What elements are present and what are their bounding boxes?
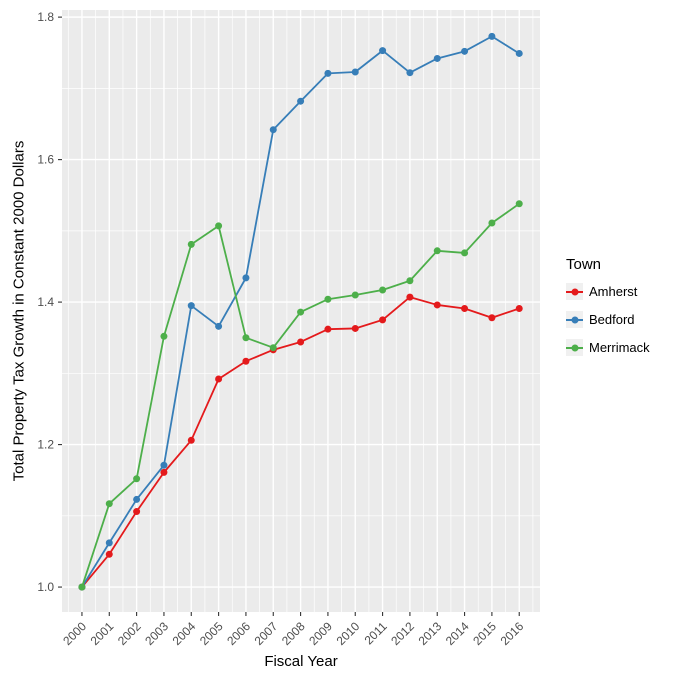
x-tick-label: 2013 [416, 619, 445, 648]
point-amherst-2011 [379, 316, 387, 324]
x-tick-label: 2004 [170, 619, 199, 648]
point-merrimack-2005 [215, 222, 223, 230]
legend-entry-bedford: Bedford [566, 311, 650, 328]
point-merrimack-2011 [379, 286, 387, 294]
x-tick-label: 2016 [498, 619, 527, 648]
point-bedford-2010 [351, 68, 359, 76]
x-tick-label: 2009 [306, 619, 335, 648]
x-tick-label: 2002 [115, 619, 144, 648]
point-bedford-2006 [242, 274, 250, 282]
y-tick-label: 1.6 [37, 153, 54, 167]
legend-key-dot-bedford [571, 316, 578, 323]
point-amherst-2009 [324, 325, 332, 333]
point-amherst-2015 [488, 314, 496, 322]
y-tick-label: 1.8 [37, 10, 54, 24]
series-points-merrimack [78, 200, 523, 591]
x-tick-label: 2011 [362, 619, 390, 647]
point-bedford-2014 [461, 47, 469, 55]
point-bedford-2008 [297, 97, 305, 105]
point-bedford-2007 [269, 126, 277, 134]
point-bedford-2015 [488, 32, 496, 40]
y-tick-label: 1.2 [37, 438, 54, 452]
point-bedford-2001 [105, 539, 113, 547]
major-gridlines [62, 10, 540, 612]
x-tick-label: 2015 [470, 619, 499, 648]
legend-key-amherst [566, 283, 583, 300]
point-bedford-2009 [324, 69, 332, 77]
point-bedford-2012 [406, 69, 414, 77]
point-amherst-2002 [133, 508, 141, 516]
x-tick-label: 2007 [252, 619, 281, 648]
point-merrimack-2008 [297, 308, 305, 316]
point-amherst-2006 [242, 357, 250, 365]
axis-ticks [58, 16, 520, 616]
point-bedford-2005 [215, 322, 223, 330]
series-points-bedford [78, 32, 523, 591]
legend-label-merrimack: Merrimack [589, 340, 650, 355]
point-merrimack-2000 [78, 583, 86, 591]
x-tick-label: 2012 [388, 619, 417, 648]
x-tick-label: 2003 [142, 619, 171, 648]
point-merrimack-2012 [406, 277, 414, 285]
point-merrimack-2001 [105, 500, 113, 508]
point-merrimack-2013 [433, 247, 441, 255]
point-amherst-2012 [406, 293, 414, 301]
point-merrimack-2016 [515, 200, 523, 208]
point-merrimack-2006 [242, 334, 250, 342]
legend-key-merrimack [566, 339, 583, 356]
x-tick-label: 2010 [334, 619, 363, 648]
x-tick-label: 2008 [279, 619, 308, 648]
x-tick-label: 2006 [224, 619, 253, 648]
point-merrimack-2014 [461, 249, 469, 257]
point-merrimack-2002 [133, 475, 141, 483]
legend-label-bedford: Bedford [589, 312, 635, 327]
y-tick-label: 1.0 [37, 580, 54, 594]
legend-title: Town [566, 256, 602, 273]
point-amherst-2016 [515, 305, 523, 313]
legend-key-dot-merrimack [571, 344, 578, 351]
x-tick-label: 2000 [60, 619, 89, 648]
point-bedford-2011 [379, 47, 387, 55]
legend-label-amherst: Amherst [589, 284, 638, 299]
legend-entry-amherst: Amherst [566, 283, 650, 300]
point-amherst-2014 [461, 305, 469, 313]
point-merrimack-2015 [488, 219, 496, 227]
point-merrimack-2007 [269, 344, 277, 352]
point-bedford-2004 [187, 302, 195, 310]
point-bedford-2003 [160, 461, 168, 469]
point-merrimack-2010 [351, 291, 359, 299]
y-axis-title: Total Property Tax Growth in Constant 20… [10, 140, 28, 482]
legend-key-dot-amherst [571, 288, 578, 295]
point-bedford-2016 [515, 49, 523, 57]
series-points-amherst [78, 293, 523, 591]
point-merrimack-2003 [160, 332, 168, 340]
x-tick-label: 2001 [88, 619, 117, 648]
point-bedford-2013 [433, 54, 441, 62]
point-amherst-2013 [433, 301, 441, 309]
point-amherst-2001 [105, 550, 113, 558]
point-merrimack-2004 [187, 240, 195, 248]
legend: Town Amherst Bedford Merrimack [566, 256, 650, 367]
x-axis-title: Fiscal Year [264, 653, 338, 670]
point-amherst-2004 [187, 436, 195, 444]
x-tick-label: 2014 [443, 619, 472, 648]
point-amherst-2003 [160, 468, 168, 476]
y-tick-label: 1.4 [37, 295, 54, 309]
point-amherst-2008 [297, 338, 305, 346]
point-amherst-2010 [351, 324, 359, 332]
point-amherst-2005 [215, 375, 223, 383]
legend-key-bedford [566, 311, 583, 328]
x-tick-label: 2005 [197, 619, 226, 648]
legend-entry-merrimack: Merrimack [566, 339, 650, 356]
point-bedford-2002 [133, 495, 141, 503]
legend-entries: Amherst Bedford Merrimack [566, 283, 650, 356]
point-merrimack-2009 [324, 295, 332, 303]
